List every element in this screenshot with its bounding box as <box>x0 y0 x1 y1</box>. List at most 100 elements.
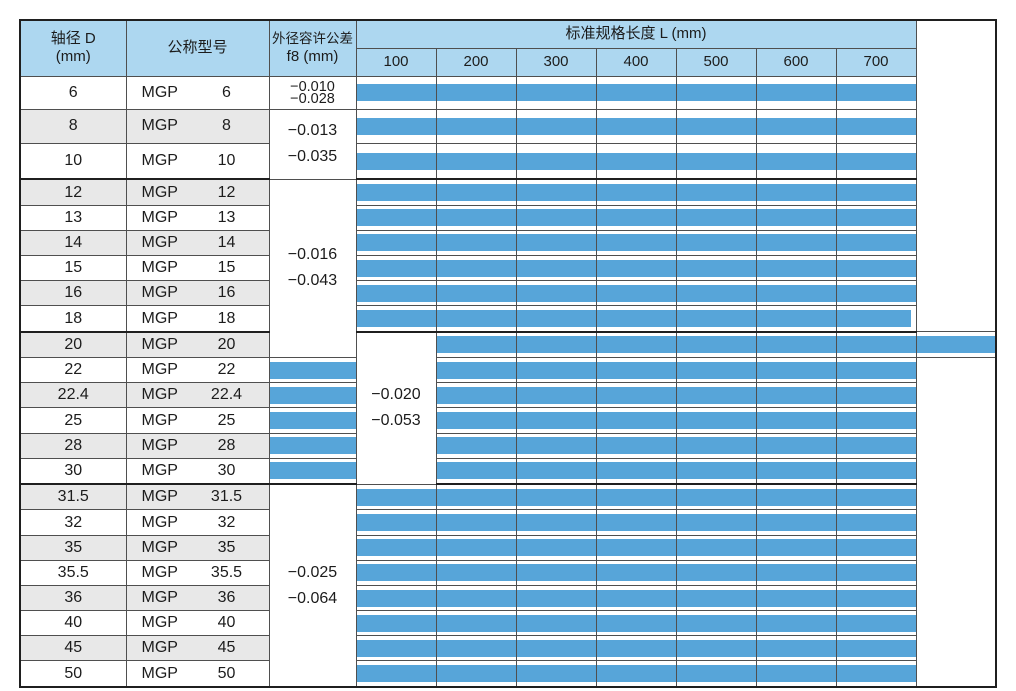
model-size: 45 <box>217 639 236 657</box>
model-cell: MGP 13 <box>125 204 270 231</box>
availability-bar <box>357 564 435 582</box>
tolerance-value: −0.053 <box>371 412 421 430</box>
length-cell-700 <box>835 559 917 586</box>
availability-bar <box>597 234 675 252</box>
model-cell: MGP 15 <box>125 255 270 282</box>
header-od-tolerance: 外径容许公差 f8 (mm) <box>268 19 357 77</box>
table-row-50: 50 MGP 50 <box>19 660 996 688</box>
length-cell-600 <box>755 357 837 384</box>
length-cell-700 <box>835 432 917 459</box>
availability-bar <box>270 412 355 429</box>
length-cell-500 <box>675 509 757 536</box>
model-prefix: MGP <box>141 152 178 170</box>
diameter-cell: 22.4 <box>19 382 127 409</box>
availability-bar <box>757 665 835 683</box>
table-row-16: 16 MGP 16 <box>19 280 996 307</box>
model-cell: MGP 22.4 <box>125 382 270 409</box>
availability-bar <box>677 539 755 557</box>
length-cell-700 <box>835 108 917 145</box>
length-cell-100 <box>355 660 437 688</box>
availability-bar <box>757 117 835 135</box>
length-cell-600 <box>755 407 837 434</box>
availability-bar <box>517 361 595 379</box>
availability-bar <box>757 514 835 532</box>
availability-bar <box>517 284 595 302</box>
availability-bar <box>677 614 755 632</box>
availability-bar <box>837 412 915 429</box>
availability-bar <box>677 310 755 328</box>
length-cell-500 <box>675 108 757 145</box>
availability-bar <box>597 117 675 135</box>
length-cell-500 <box>675 204 757 231</box>
length-cell-500 <box>675 280 757 307</box>
availability-bar <box>677 488 755 506</box>
length-cell-200 <box>435 635 517 662</box>
length-cell-300 <box>515 610 597 637</box>
availability-bar <box>837 564 915 582</box>
availability-bar <box>437 539 515 557</box>
length-cell-700 <box>835 584 917 612</box>
length-cell-100 <box>355 635 437 662</box>
availability-bar <box>677 84 755 102</box>
table-row-8: 8 MGP 8 −0.013 −0.035 <box>19 108 996 180</box>
table-body: 6 MGP 6 −0.010 −0.028 8 MGP 8 −0.013 −0.035 10 MGP 1… <box>19 75 997 688</box>
length-cell-600 <box>755 534 837 561</box>
availability-bar <box>517 437 595 455</box>
length-cell-200 <box>435 432 517 459</box>
length-cell-100 <box>355 143 437 181</box>
availability-bar <box>437 84 515 102</box>
length-cell-500 <box>675 635 757 662</box>
diameter-cell: 16 <box>19 280 127 307</box>
table-row-28: 28 MGP 28 <box>19 432 996 459</box>
length-cell-300 <box>515 382 597 409</box>
diameter-cell: 40 <box>19 610 127 637</box>
length-cell-700 <box>835 229 917 257</box>
length-cell-100 <box>355 559 437 586</box>
length-cell-600 <box>755 143 837 181</box>
model-prefix: MGP <box>141 639 178 657</box>
length-cell-700 <box>835 457 917 486</box>
table-row-14: 14 MGP 14 <box>19 229 996 257</box>
tolerance-value: −0.010 <box>290 78 335 95</box>
tolerance-value: −0.064 <box>287 589 338 607</box>
model-cell: MGP 10 <box>125 143 270 181</box>
length-cell-600 <box>755 660 837 688</box>
length-cell-700 <box>835 382 917 409</box>
availability-bar <box>677 259 755 277</box>
availability-bar <box>837 259 915 277</box>
availability-bar <box>597 84 675 102</box>
length-cell-400 <box>595 382 677 409</box>
availability-bar <box>837 639 915 657</box>
length-cell-700 <box>835 143 917 181</box>
diameter-cell: 25 <box>19 407 127 434</box>
table-row-13: 13 MGP 13 <box>19 204 996 231</box>
length-cell-500 <box>675 534 757 561</box>
length-cell-100 <box>355 229 437 257</box>
availability-bar <box>837 462 915 480</box>
length-cell-400 <box>595 407 677 434</box>
length-cell-300 <box>515 178 597 206</box>
length-cell-200 <box>435 357 517 384</box>
availability-bar <box>437 284 515 302</box>
length-cell-300 <box>595 331 677 359</box>
availability-bar <box>357 589 435 607</box>
length-cell-300 <box>515 280 597 307</box>
length-cell-700 <box>915 331 997 359</box>
availability-bar <box>357 284 435 302</box>
header-length-500: 500 <box>675 47 757 77</box>
header-length-300: 300 <box>515 47 597 77</box>
table-row-35.5: 35.5 MGP 35.5 <box>19 559 996 586</box>
tolerance-value: −0.043 <box>287 272 338 290</box>
model-prefix: MGP <box>141 309 178 327</box>
length-cell-100 <box>355 178 437 206</box>
availability-bar <box>517 117 595 135</box>
availability-bar <box>517 639 595 657</box>
length-cell-300 <box>515 509 597 536</box>
length-cell-600 <box>755 178 837 206</box>
availability-bar <box>270 361 355 379</box>
length-cell-500 <box>675 229 757 257</box>
length-cell-600 <box>755 559 837 586</box>
availability-bar <box>517 84 595 102</box>
length-cell-700 <box>835 610 917 637</box>
length-cell-600 <box>755 305 837 333</box>
